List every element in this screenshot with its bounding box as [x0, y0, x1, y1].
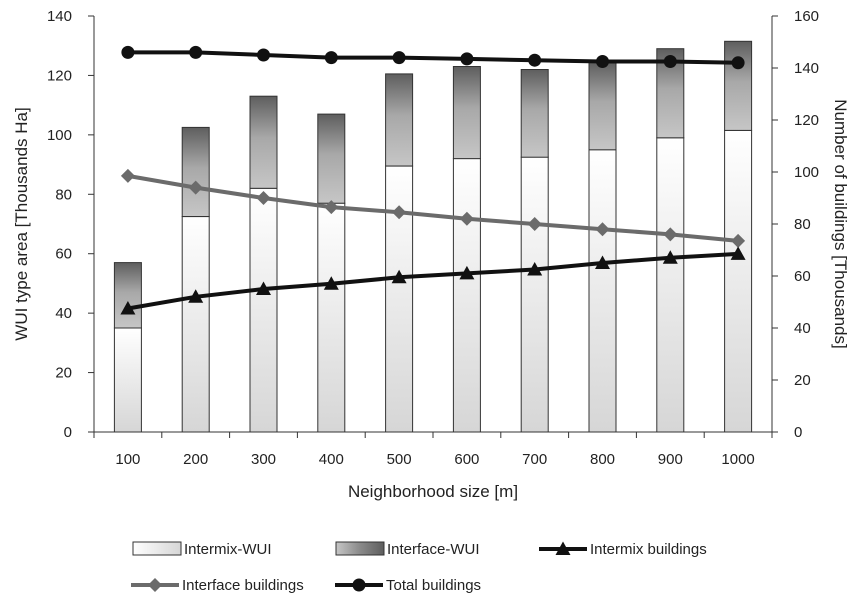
intermix-buildings-point	[730, 246, 746, 260]
intermix-wui-bar	[724, 129, 753, 433]
x-tick-label: 900	[658, 451, 683, 468]
intermix-wui-bar	[588, 149, 617, 433]
interface-wui-bar	[588, 61, 617, 151]
legend-total-buildings-label: Total buildings	[386, 577, 481, 594]
y-axis-right-label: Number of buildings [Thousands]	[831, 99, 850, 348]
intermix-wui-bar	[113, 327, 142, 433]
legend-interface-wui-label: Interface-WUI	[387, 541, 480, 558]
plot-area	[113, 40, 753, 433]
y-right-tick-label: 40	[794, 320, 811, 337]
interface-buildings-point	[188, 180, 203, 195]
interface-buildings-point	[392, 205, 407, 220]
intermix-wui-bar	[656, 137, 685, 433]
x-tick-label: 800	[590, 451, 615, 468]
intermix-buildings-point	[120, 301, 136, 315]
intermix-buildings-point	[323, 276, 339, 290]
legend: Intermix-WUI Interface-WUI Intermix buildi…	[131, 541, 707, 594]
intermix-buildings-point	[459, 265, 475, 280]
y-right-tick-label: 80	[794, 216, 811, 233]
intermix-wui-bar	[181, 216, 210, 433]
interface-buildings-point	[120, 168, 135, 183]
intermix-wui-bar	[520, 156, 549, 433]
total-buildings-point	[663, 55, 677, 68]
intermix-buildings-point	[256, 281, 271, 295]
interface-buildings-point	[459, 211, 474, 226]
legend-total-buildings-marker	[352, 578, 366, 592]
intermix-wui-bar	[317, 202, 346, 433]
total-buildings-point	[392, 51, 406, 65]
legend-interface-wui-swatch	[335, 541, 385, 556]
y-right-tick-label: 100	[794, 164, 819, 181]
interface-wui-bar	[249, 95, 278, 189]
intermix-buildings-point	[391, 269, 407, 284]
legend-interface-buildings-label: Interface buildings	[182, 577, 304, 594]
intermix-buildings-point	[188, 289, 204, 303]
total-buildings-point	[324, 51, 338, 65]
y-right-tick-label: 160	[794, 8, 819, 25]
interface-wui-bar	[113, 262, 142, 329]
x-tick-label: 700	[522, 451, 547, 468]
interface-buildings-point	[324, 200, 339, 215]
intermix-buildings-point	[595, 255, 610, 269]
y-left-tick-label: 140	[47, 8, 72, 25]
y-axis-left-label: WUI type area [Thousands Ha]	[12, 107, 31, 340]
y-left-tick-label: 60	[55, 246, 72, 263]
legend-intermix-wui-swatch	[132, 541, 182, 556]
legend-intermix-wui-label: Intermix-WUI	[184, 541, 272, 558]
total-buildings-point	[731, 56, 745, 70]
interface-buildings-point	[527, 217, 542, 231]
total-buildings-line	[127, 50, 739, 65]
x-tick-label: 100	[115, 451, 140, 468]
interface-wui-bar	[452, 66, 481, 160]
x-axis-label: Neighborhood size [m]	[348, 482, 518, 501]
x-tick-label: 500	[387, 451, 412, 468]
x-tick-label: 300	[251, 451, 276, 468]
legend-intermix-buildings-marker	[555, 541, 571, 555]
y-left-tick-label: 20	[55, 365, 72, 382]
interface-wui-bar	[181, 126, 210, 217]
x-tick-label: 1000	[721, 451, 754, 468]
y-left-tick-label: 40	[55, 305, 72, 322]
interface-wui-bar	[317, 113, 346, 204]
axes: 0 20 40 60 80 100 120 140 0 20 40 60 80 100 120 140 160 1…	[47, 8, 819, 468]
x-tick-label: 400	[319, 451, 344, 468]
total-buildings-point	[460, 52, 474, 66]
interface-buildings-point	[731, 233, 746, 248]
total-buildings-point	[121, 45, 135, 59]
y-left-tick-label: 80	[55, 186, 72, 203]
intermix-wui-bar	[452, 158, 481, 433]
interface-buildings-point	[595, 222, 610, 237]
total-buildings-point	[189, 45, 203, 59]
y-right-tick-label: 140	[794, 60, 819, 77]
y-right-tick-label: 120	[794, 112, 819, 129]
y-right-tick-label: 60	[794, 268, 811, 285]
interface-buildings-line	[127, 173, 739, 243]
intermix-wui-bar	[249, 187, 278, 433]
intermix-buildings-point	[527, 262, 543, 276]
interface-buildings-point	[663, 227, 678, 242]
interface-wui-bar	[385, 73, 414, 167]
interface-wui-bar	[520, 69, 549, 158]
intermix-buildings-point	[662, 250, 678, 264]
interface-wui-bar	[724, 40, 753, 131]
y-right-tick-label: 20	[794, 372, 811, 389]
total-buildings-point	[528, 53, 542, 67]
x-tick-label: 600	[454, 451, 479, 468]
y-right-tick-label: 0	[794, 424, 802, 441]
total-buildings-point	[257, 48, 270, 62]
y-left-tick-label: 100	[47, 127, 72, 144]
legend-interface-buildings-marker	[148, 578, 162, 592]
legend-intermix-buildings-label: Intermix buildings	[590, 541, 707, 558]
x-tick-label: 200	[183, 451, 208, 468]
total-buildings-point	[596, 55, 609, 68]
interface-buildings-point	[256, 191, 271, 205]
intermix-buildings-line	[127, 251, 739, 311]
y-left-tick-label: 120	[47, 67, 72, 84]
y-left-tick-label: 0	[64, 424, 72, 441]
